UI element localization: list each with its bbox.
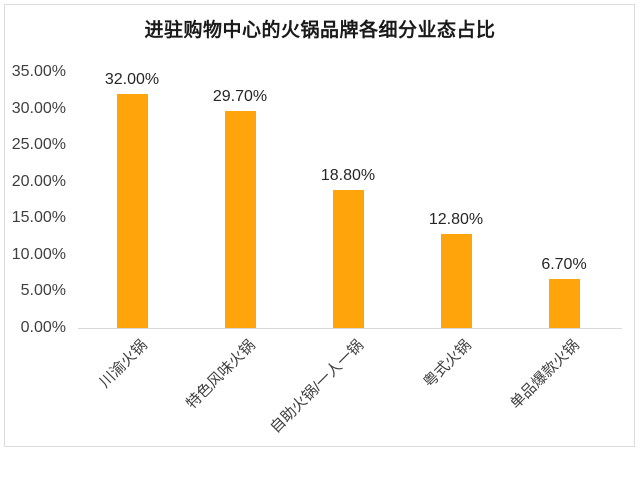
chart-bar-0	[116, 93, 148, 328]
bar-data-label-4: 6.70%	[541, 255, 587, 273]
y-tick-label-0: 0.00%	[20, 319, 66, 336]
y-tick-label-4: 20.00%	[11, 172, 66, 190]
y-tick-label-2: 10.00%	[11, 245, 66, 263]
chart-bar-4	[548, 278, 580, 328]
bar-data-label-2: 18.80%	[320, 167, 376, 185]
chart-bar-1	[224, 110, 256, 328]
x-axis-line	[78, 328, 622, 329]
y-tick-label-7: 35.00%	[11, 63, 66, 80]
bar-data-label-1: 29.70%	[212, 87, 268, 105]
y-tick-label-6: 30.00%	[11, 99, 66, 117]
chart-bar-3	[440, 234, 472, 328]
y-tick-label-5: 25.00%	[11, 136, 66, 154]
y-tick-label-1: 5.00%	[20, 282, 66, 300]
bar-data-label-3: 12.80%	[428, 211, 484, 229]
chart-bar-2	[332, 190, 364, 328]
y-tick-label-3: 15.00%	[11, 209, 66, 227]
chart-frame	[4, 4, 635, 447]
chart-title: 进驻购物中心的火锅品牌各细分业态占比	[144, 20, 496, 41]
bar-data-label-0: 32.00%	[104, 70, 160, 88]
